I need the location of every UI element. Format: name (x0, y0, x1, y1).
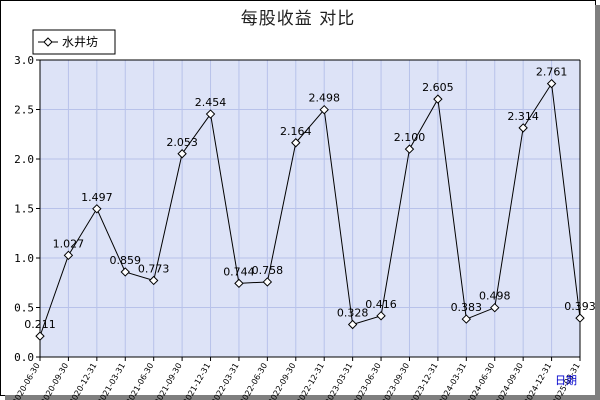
legend-marker (43, 37, 53, 47)
data-point (490, 302, 500, 313)
data-point (35, 331, 45, 341)
series-line (39, 82, 581, 337)
y-tick-label: 0.5 (14, 302, 34, 315)
x-tick-label: 2022-06-30 (238, 362, 269, 400)
data-label: 1.497 (81, 191, 113, 204)
data-point (461, 314, 472, 324)
data-point (177, 149, 187, 159)
data-label: 0.416 (365, 298, 397, 311)
legend-label: 水井坊 (62, 34, 98, 49)
data-point (433, 94, 443, 104)
grid-lines (40, 60, 580, 357)
data-label: 0.211 (24, 318, 56, 331)
data-point (347, 319, 358, 330)
data-label: 0.328 (337, 307, 369, 320)
data-label: 0.393 (564, 300, 596, 313)
data-label: 1.027 (53, 237, 85, 250)
frame-shadow-bottom (5, 395, 600, 400)
data-label: 0.773 (138, 262, 170, 275)
data-point (120, 267, 130, 277)
x-tick-label: 2024-12-31 (522, 362, 553, 400)
data-label: 0.758 (252, 264, 284, 277)
y-tick-label: 1.0 (14, 252, 34, 265)
data-label: 0.498 (479, 290, 511, 303)
data-label: 2.164 (280, 125, 312, 138)
y-tick-label: 2.0 (14, 153, 34, 166)
frame-shadow-right (595, 5, 600, 400)
x-tick-label: 2024-03-31 (437, 362, 468, 400)
data-point (404, 144, 415, 154)
data-point (234, 278, 244, 289)
x-tick-label: 2022-09-30 (266, 362, 297, 400)
data-label: 2.605 (422, 81, 454, 94)
x-tick-label: 2024-06-30 (465, 361, 496, 400)
x-tick-label: 2022-12-31 (295, 362, 326, 400)
data-point (205, 109, 216, 119)
data-label: 2.053 (166, 136, 198, 149)
data-point (319, 104, 329, 115)
data-label: 2.761 (536, 66, 568, 79)
y-tick-label: 0.0 (14, 351, 34, 364)
data-point (148, 275, 159, 286)
data-point (376, 311, 386, 321)
data-label: 2.498 (308, 92, 340, 105)
x-tick-label: 2023-06-30 (352, 362, 383, 400)
x-tick-label: 2021-12-31 (181, 362, 212, 400)
x-tick-label: 2020-09-30 (39, 362, 70, 400)
x-axis-label[interactable]: 日期 (555, 374, 577, 387)
y-tick-label: 2.5 (14, 104, 34, 117)
x-tick-label: 2024-09-30 (494, 362, 525, 400)
data-point (546, 78, 557, 89)
x-tick-label: 2023-12-31 (409, 362, 440, 400)
x-tick-label: 2022-03-31 (210, 362, 241, 400)
data-point (262, 277, 273, 287)
data-point (291, 138, 301, 148)
x-axis-ticks: 2020-06-302020-09-302020-12-312021-03-31… (11, 357, 582, 400)
x-tick-label: 2021-09-30 (153, 362, 184, 400)
data-label: 2.100 (394, 131, 426, 144)
data-label: 2.314 (507, 110, 539, 123)
x-tick-label: 2023-03-31 (323, 362, 354, 400)
data-label: 0.383 (451, 301, 483, 314)
data-label: 0.744 (223, 265, 255, 278)
y-tick-label: 3.0 (14, 54, 34, 67)
chart-title: 每股收益 对比 (240, 9, 356, 29)
x-tick-label: 2020-06-30 (11, 362, 42, 400)
data-point (63, 250, 74, 261)
data-point (518, 123, 528, 133)
data-label: 0.859 (110, 254, 142, 267)
x-tick-label: 2021-06-30 (124, 362, 155, 400)
x-tick-label: 2020-12-31 (68, 362, 99, 400)
data-point (575, 313, 585, 323)
data-point (92, 204, 102, 214)
y-tick-label: 1.5 (14, 203, 34, 216)
legend: 水井坊 (32, 29, 116, 55)
x-tick-label: 2023-09-30 (380, 362, 411, 400)
data-label: 2.454 (195, 96, 227, 109)
y-axis-ticks: 0.0 0.5 1.0 1.5 2.0 2.5 3.0 (14, 54, 40, 364)
x-tick-label: 2021-03-31 (96, 362, 127, 400)
